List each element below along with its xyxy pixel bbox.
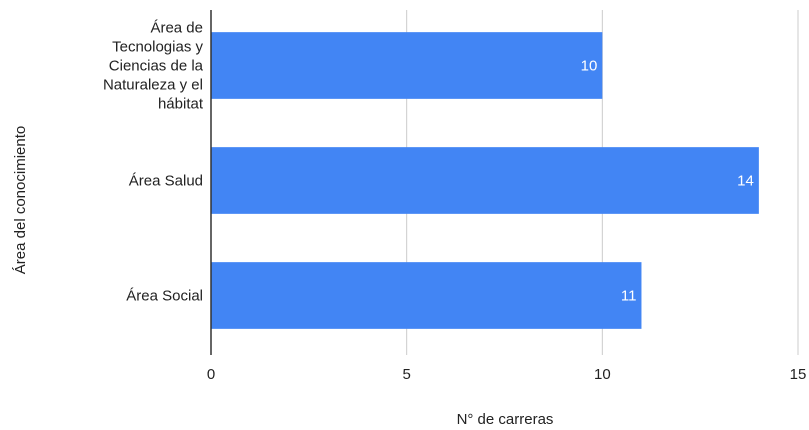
y-axis-title: Área del conocimiento <box>12 126 29 274</box>
data-label: 10 <box>581 58 598 75</box>
data-label: 11 <box>621 288 637 305</box>
category-label: Área Social <box>126 288 203 305</box>
category-labels: Área de Tecnologias y Ciencias de la Natura… <box>103 20 204 305</box>
x-tick-label: 0 <box>207 366 215 383</box>
x-tick-label: 15 <box>790 366 807 383</box>
bar <box>211 32 603 99</box>
bars <box>211 32 759 329</box>
data-labels: 10 14 11 <box>581 58 754 305</box>
category-label: Área de Tecnologias y Ciencias de la Natura… <box>103 20 204 113</box>
bar <box>211 147 759 214</box>
x-axis-title: N° de carreras <box>457 411 554 428</box>
x-tick-label: 5 <box>402 366 410 383</box>
category-label: Área Salud <box>129 173 203 190</box>
x-tick-label: 10 <box>594 366 611 383</box>
x-tick-labels: 0 5 10 15 <box>207 366 807 383</box>
bar <box>211 262 642 329</box>
data-label: 14 <box>737 173 754 190</box>
